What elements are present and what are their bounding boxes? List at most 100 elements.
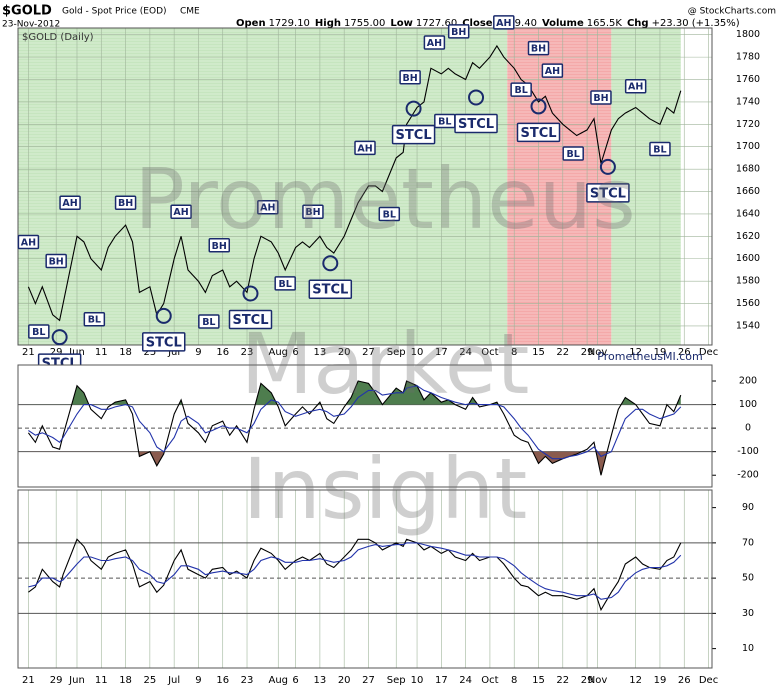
annotation-label: BL: [653, 144, 666, 155]
annotation-marker: [242, 285, 259, 302]
x-tick-label: 24: [459, 675, 472, 686]
x-tick-label: 13: [314, 347, 327, 358]
annotation-box: [257, 199, 279, 215]
stat-label: Low: [390, 18, 412, 29]
x-tick-label: 17: [435, 347, 448, 358]
annotation-box: [541, 63, 564, 78]
annotation-label: BL: [88, 315, 101, 326]
annotation-label: AH: [545, 66, 560, 77]
x-tick-label: Jul: [167, 347, 180, 358]
source: @ StockCharts.com: [688, 7, 776, 17]
annotation-box: [208, 238, 231, 253]
annotation-marker: [405, 100, 422, 117]
y-tick-label: 30: [742, 608, 754, 619]
y-tick-label: 1580: [736, 276, 760, 287]
date: 23-Nov-2012: [2, 20, 60, 30]
annotation-label: STCL: [458, 117, 494, 132]
x-tick-label: 18: [119, 347, 132, 358]
annotation-marker: [468, 89, 485, 106]
x-tick-label: 29: [50, 347, 63, 358]
annotation-label: AH: [357, 143, 372, 154]
annotation-label: BH: [118, 198, 133, 209]
annotation-box: [354, 140, 376, 156]
annotation-label: AH: [496, 18, 511, 29]
y-tick-label: 1740: [736, 96, 760, 107]
x-tick-label: 16: [216, 675, 229, 686]
annotation-box: [527, 40, 550, 56]
annotation-label: STCL: [520, 126, 556, 141]
x-tick-label: 29: [581, 675, 594, 686]
annotation-marker: [530, 98, 547, 115]
annotation-label: BL: [279, 279, 292, 290]
y-tick-label: 1680: [736, 164, 760, 175]
y-tick-label: 70: [742, 537, 754, 548]
annotation-label: BL: [202, 317, 215, 328]
annotation-box: [170, 204, 192, 219]
annotation-box: [510, 82, 532, 97]
watermark: Insight: [243, 440, 528, 538]
x-tick-label: Jun: [68, 675, 85, 686]
y-tick-label: 1600: [736, 253, 760, 264]
x-tick-label: 18: [119, 675, 132, 686]
y-tick-label: -200: [737, 470, 759, 481]
x-tick-label: 26: [678, 347, 691, 358]
stat-label: Open: [236, 18, 266, 29]
annotation-box: [586, 183, 630, 203]
x-tick-label: Dec: [699, 347, 718, 358]
x-tick-label: 23: [241, 675, 254, 686]
annotation-box: [454, 113, 498, 134]
annotation-label: BL: [32, 327, 45, 338]
x-tick-label: 12: [629, 675, 642, 686]
shaded-region: [18, 28, 508, 345]
annotation-box: [308, 279, 353, 299]
annotation-label: STCL: [232, 313, 268, 328]
annotation-label: BL: [438, 116, 451, 127]
x-tick-label: 13: [314, 675, 327, 686]
annotation-label: STCL: [590, 186, 626, 201]
annotation-box: [45, 253, 67, 269]
x-tick-label: 22: [556, 347, 569, 358]
y-tick-label: 90: [742, 502, 754, 513]
site-label: PrometheusMI.com: [597, 350, 702, 363]
y-tick-label: -100: [737, 446, 759, 457]
y-tick-label: 1800: [736, 29, 760, 40]
annotation-box: [274, 276, 296, 291]
x-tick-label: 23: [241, 347, 254, 358]
annotation-box: [17, 234, 40, 250]
x-tick-label: Sep: [387, 675, 406, 686]
annotation-box: [423, 35, 446, 50]
x-tick-label: Jul: [167, 675, 180, 686]
watermark: Prometheus: [134, 150, 636, 248]
x-tick-label: 27: [362, 347, 375, 358]
instrument-name: Gold - Spot Price (EOD): [62, 7, 167, 17]
annotation-label: AH: [628, 82, 643, 93]
x-tick-label: Jun: [68, 347, 85, 358]
chart-title: $GOLD (Daily): [22, 32, 94, 43]
annotation-marker: [599, 158, 616, 175]
x-tick-label: Dec: [699, 675, 718, 686]
x-tick-label: Nov: [588, 347, 608, 358]
annotation-label: STCL: [146, 335, 182, 350]
y-tick-label: 50: [742, 573, 754, 584]
y-tick-label: 1560: [736, 298, 760, 309]
annotation-box: [28, 324, 50, 339]
stat-value: 1727.60: [416, 18, 457, 29]
stat-value: 1749.40: [496, 18, 537, 29]
x-tick-label: 19: [654, 675, 667, 686]
exchange: CME: [180, 7, 200, 17]
x-tick-label: 11: [95, 675, 108, 686]
annotation-box: [302, 204, 324, 219]
annotation-box: [624, 78, 647, 94]
y-tick-label: 10: [742, 643, 754, 654]
annotation-label: BH: [49, 256, 64, 267]
watermark: Market: [241, 315, 530, 413]
x-tick-label: Aug: [268, 347, 288, 358]
x-tick-label: 11: [95, 347, 108, 358]
x-tick-label: 29: [581, 347, 594, 358]
annotation-label: AH: [62, 198, 77, 209]
annotation-box: [141, 332, 186, 352]
annotation-label: BH: [593, 93, 608, 104]
series-line: [28, 542, 682, 600]
x-tick-label: 25: [143, 347, 156, 358]
